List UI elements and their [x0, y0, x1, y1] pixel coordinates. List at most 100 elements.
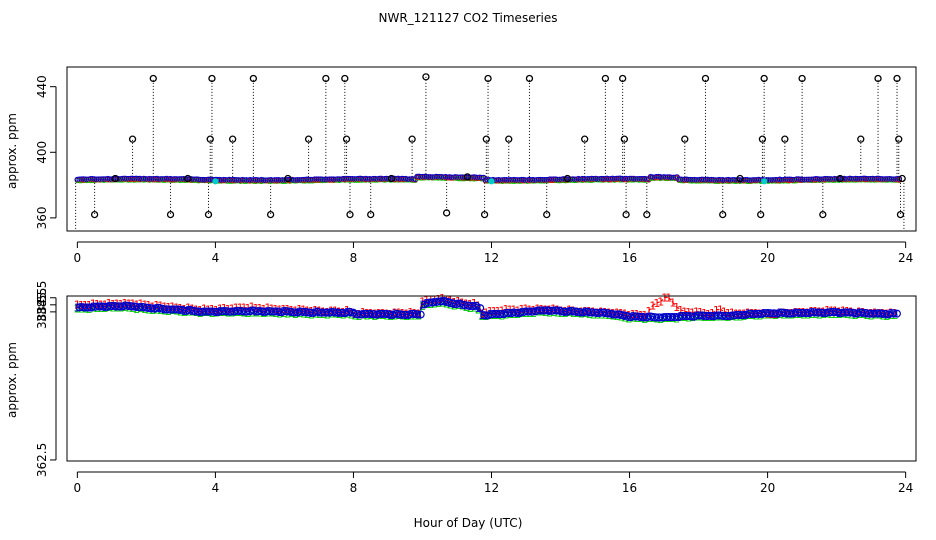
detail-series-3-marker [416, 310, 425, 319]
detail-series-3-segment [311, 311, 316, 314]
detail-series-2-segment [406, 314, 411, 317]
detail-series-3-point: 3 [260, 306, 267, 319]
detail-series-3-marker [412, 310, 421, 319]
detail-series-3-point: 3 [483, 309, 490, 322]
detail-series-3-point: 3 [387, 309, 394, 322]
detail-series-1-point: 1 [649, 299, 656, 312]
detail-series-2-segment [315, 312, 320, 315]
detail-series-2-segment [569, 311, 574, 314]
detail-series-3-point: 3 [225, 306, 232, 319]
detail-series-3-segment [359, 313, 364, 316]
detail-series-1-point: 1 [626, 309, 633, 322]
detail-series-3-point: 3 [578, 306, 585, 319]
detail-series-3-marker [182, 306, 191, 315]
overview-flagged-point [893, 74, 901, 83]
detail-series-2-point: 2 [514, 308, 521, 321]
detail-series-1-segment [462, 301, 467, 304]
detail-series-3-segment [581, 311, 586, 314]
detail-series-1-point: 1 [479, 307, 486, 320]
detail-series-2-point: 2 [419, 300, 426, 313]
detail-series-2-point: 2 [78, 303, 85, 316]
detail-series-1-segment [668, 297, 674, 303]
detail-series-3-marker [87, 303, 96, 312]
panel-overview-ylabel: approx. ppm [5, 113, 19, 189]
detail-series-3-marker [428, 298, 437, 307]
detail-series-3-marker [190, 306, 199, 315]
overview-x-tick-label: 0 [74, 251, 82, 265]
detail-series-3-point: 3 [356, 309, 363, 322]
detail-series-2-point: 2 [788, 309, 795, 322]
overview-flagged-point [896, 210, 905, 219]
detail-series-1-segment [692, 311, 697, 314]
detail-series-1-point: 1 [308, 305, 315, 318]
detail-series-3-point: 3 [340, 307, 347, 320]
detail-series-3-point: 3 [431, 296, 438, 309]
detail-series-1-segment [390, 312, 396, 315]
detail-series-1-segment [660, 296, 666, 303]
detail-series-3-point: 3 [804, 307, 811, 320]
detail-series-3-marker [444, 297, 453, 306]
detail-series-3-marker [607, 309, 616, 318]
detail-series-3-point: 3 [181, 305, 188, 318]
detail-series-1-segment [839, 309, 844, 313]
detail-series-2-segment [124, 306, 130, 309]
detail-series-3-point: 3 [772, 308, 779, 321]
detail-series-1-segment [188, 307, 193, 310]
detail-series-3-marker [563, 307, 572, 316]
detail-series-1-segment [358, 311, 364, 315]
detail-series-3-marker [674, 313, 683, 322]
overview-flagged-point [643, 210, 651, 219]
detail-series-2-segment [728, 315, 733, 318]
detail-x-tick-label: 0 [74, 481, 82, 495]
detail-series-1-segment [672, 301, 678, 308]
detail-series-1-point: 1 [364, 307, 371, 320]
detail-series-2-segment [458, 304, 463, 307]
detail-series-3-marker [853, 309, 862, 318]
detail-series-2-point: 2 [868, 309, 875, 322]
detail-series-3-marker [214, 307, 223, 316]
overview-x-tick-label: 8 [350, 251, 358, 265]
overview-flagged-point [208, 74, 216, 83]
detail-series-3-point: 3 [435, 296, 442, 309]
detail-series-1-point: 1 [610, 307, 617, 320]
detail-series-3-point: 3 [538, 304, 545, 317]
overview-x-tick-label: 24 [898, 251, 913, 265]
detail-series-1-segment [680, 309, 685, 312]
detail-series-2-point: 2 [760, 309, 767, 322]
detail-series-1-point: 1 [836, 306, 843, 319]
detail-series-2-point: 2 [701, 311, 708, 324]
detail-series-3-marker [388, 310, 397, 319]
detail-series-3-point: 3 [546, 305, 553, 318]
overview-flagged-point [505, 135, 513, 143]
detail-series-3-segment [374, 313, 380, 316]
detail-series-1-point: 1 [86, 299, 93, 312]
detail-series-3-marker [126, 302, 135, 311]
overview-flagged-point [90, 210, 99, 219]
detail-series-1-segment [807, 310, 812, 314]
overview-cyan-point [761, 178, 768, 185]
overview-flagged-point [387, 174, 396, 183]
detail-series-3-marker [293, 308, 302, 317]
detail-series-1-segment [482, 312, 487, 314]
detail-series-2-point: 2 [403, 310, 410, 323]
detail-series-3-marker [861, 308, 870, 317]
detail-series-1-segment [624, 313, 630, 316]
detail-series-2-point: 2 [427, 298, 434, 311]
detail-series-3-marker [456, 299, 465, 308]
detail-series-3-segment [180, 309, 185, 312]
detail-series-3-segment [759, 312, 765, 315]
detail-series-1-segment [597, 310, 602, 314]
detail-series-3-marker [567, 306, 576, 315]
detail-x-tick-label: 24 [898, 481, 913, 495]
detail-series-3-point: 3 [90, 301, 97, 314]
detail-series-3-segment [501, 312, 507, 315]
detail-series-3-marker [249, 306, 258, 315]
detail-series-3-segment [473, 305, 479, 309]
overview-flagged-point [304, 135, 313, 143]
overview-x-tick-label: 12 [484, 251, 499, 265]
detail-series-2-point: 2 [518, 307, 525, 320]
detail-series-3-point: 3 [86, 302, 93, 315]
detail-series-1-segment [327, 309, 332, 313]
detail-series-2-segment [156, 308, 161, 311]
overview-flagged-point [543, 210, 551, 219]
